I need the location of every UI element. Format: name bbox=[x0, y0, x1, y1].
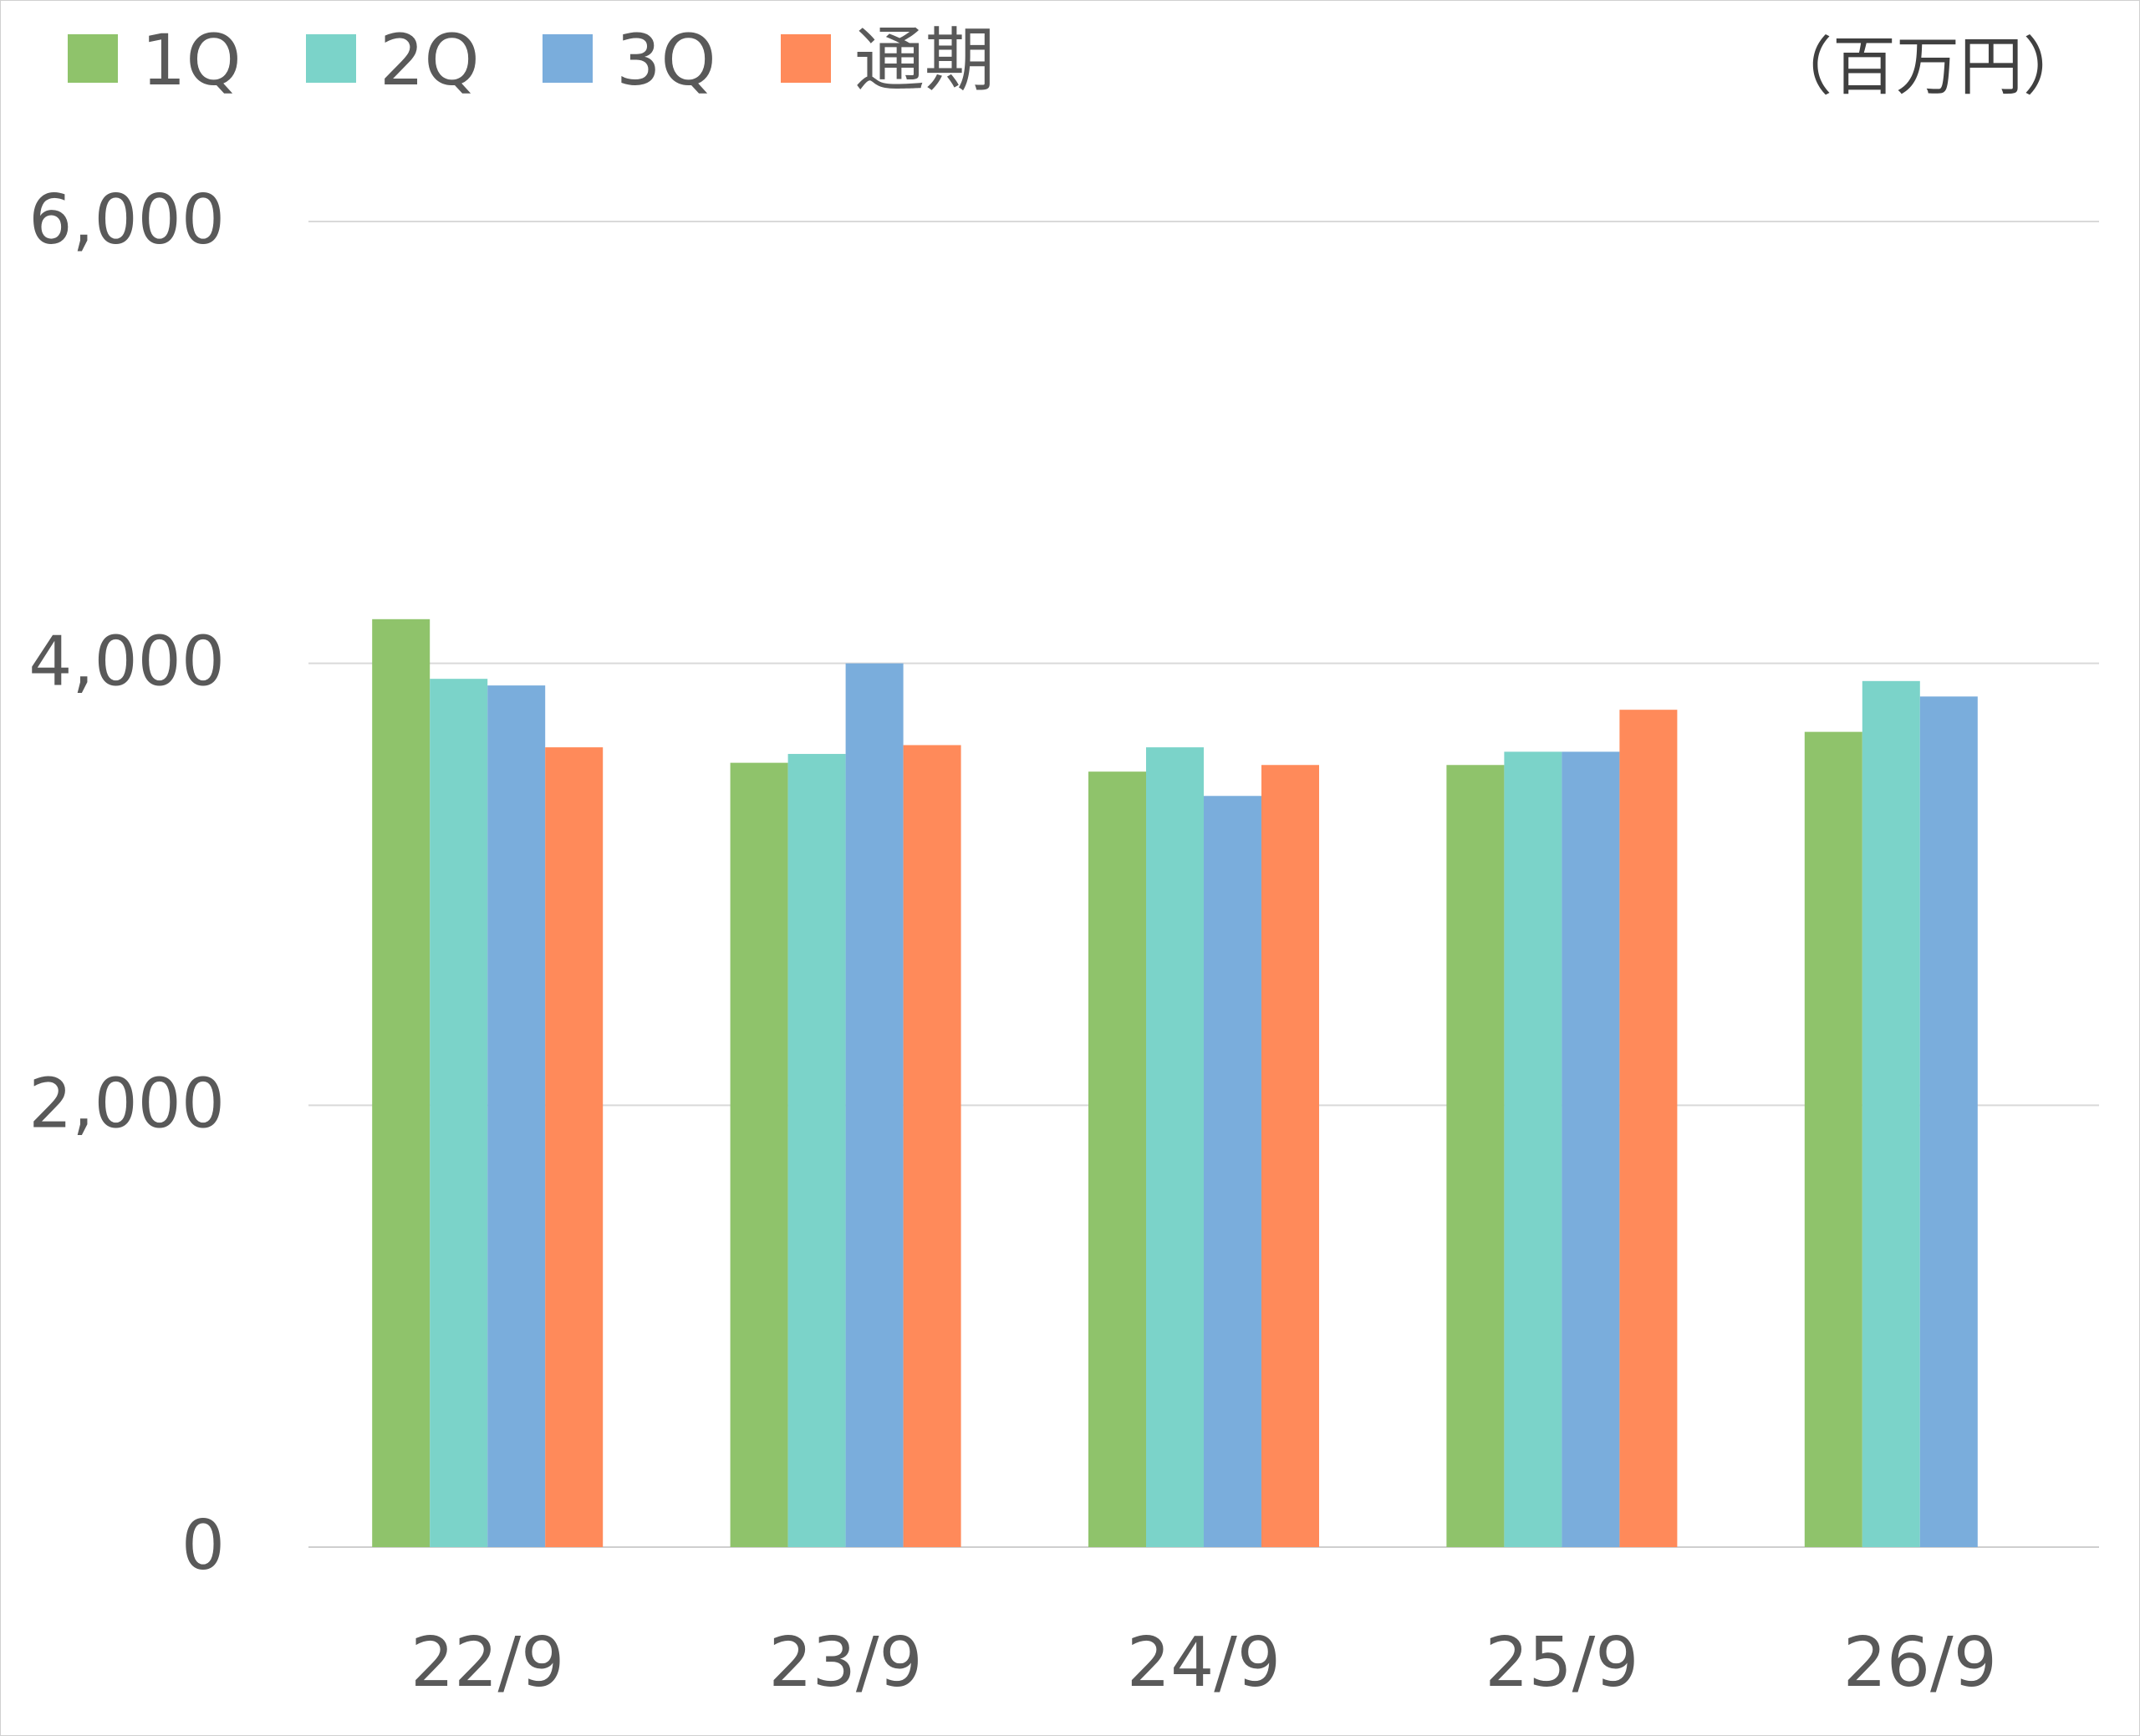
x-tick-label: 26/9 bbox=[1843, 1623, 1997, 1703]
legend-label: 通期 bbox=[854, 19, 995, 101]
bar-1Q-25/9 bbox=[1446, 765, 1505, 1547]
legend: 1Q 2Q 3Q 通期 bbox=[68, 19, 995, 101]
legend-swatch bbox=[306, 34, 356, 83]
bar-1Q-26/9 bbox=[1804, 731, 1862, 1547]
y-tick-label: 2,000 bbox=[28, 1064, 225, 1143]
bar-2Q-25/9 bbox=[1504, 751, 1562, 1547]
bars bbox=[372, 619, 1978, 1548]
bar-通期-22/9 bbox=[545, 747, 604, 1547]
legend-swatch bbox=[781, 34, 831, 83]
x-tick-label: 25/9 bbox=[1485, 1623, 1638, 1703]
legend-label: 2Q bbox=[380, 19, 480, 101]
y-tick-label: 0 bbox=[181, 1506, 225, 1586]
legend-label: 3Q bbox=[616, 19, 716, 101]
bar-通期-23/9 bbox=[903, 745, 961, 1547]
x-tick-label: 24/9 bbox=[1127, 1623, 1281, 1703]
legend-swatch bbox=[543, 34, 593, 83]
bar-1Q-23/9 bbox=[730, 762, 788, 1547]
legend-label: 1Q bbox=[141, 19, 242, 101]
bar-3Q-24/9 bbox=[1204, 796, 1261, 1547]
bar-3Q-23/9 bbox=[845, 663, 904, 1547]
y-axis-ticks: 0 2,000 4,000 6,000 bbox=[28, 181, 225, 1586]
y-tick-label: 6,000 bbox=[28, 181, 225, 260]
bar-通期-25/9 bbox=[1619, 710, 1678, 1547]
x-tick-label: 22/9 bbox=[410, 1623, 564, 1703]
bar-通期-24/9 bbox=[1261, 765, 1319, 1547]
bar-1Q-22/9 bbox=[372, 619, 431, 1547]
bar-2Q-23/9 bbox=[787, 754, 846, 1547]
bar-2Q-26/9 bbox=[1862, 680, 1920, 1547]
unit-label: （百万円） bbox=[1769, 29, 2086, 104]
bar-2Q-24/9 bbox=[1146, 747, 1204, 1547]
x-axis-ticks: 22/9 23/9 24/9 25/9 26/9 bbox=[410, 1623, 1997, 1703]
bar-3Q-22/9 bbox=[487, 685, 546, 1547]
legend-swatch bbox=[68, 34, 118, 83]
bar-2Q-22/9 bbox=[430, 679, 488, 1548]
bar-1Q-24/9 bbox=[1088, 771, 1146, 1547]
bar-3Q-26/9 bbox=[1919, 696, 1978, 1547]
x-tick-label: 23/9 bbox=[769, 1623, 923, 1703]
y-tick-label: 4,000 bbox=[28, 623, 225, 702]
bar-3Q-25/9 bbox=[1562, 751, 1620, 1547]
